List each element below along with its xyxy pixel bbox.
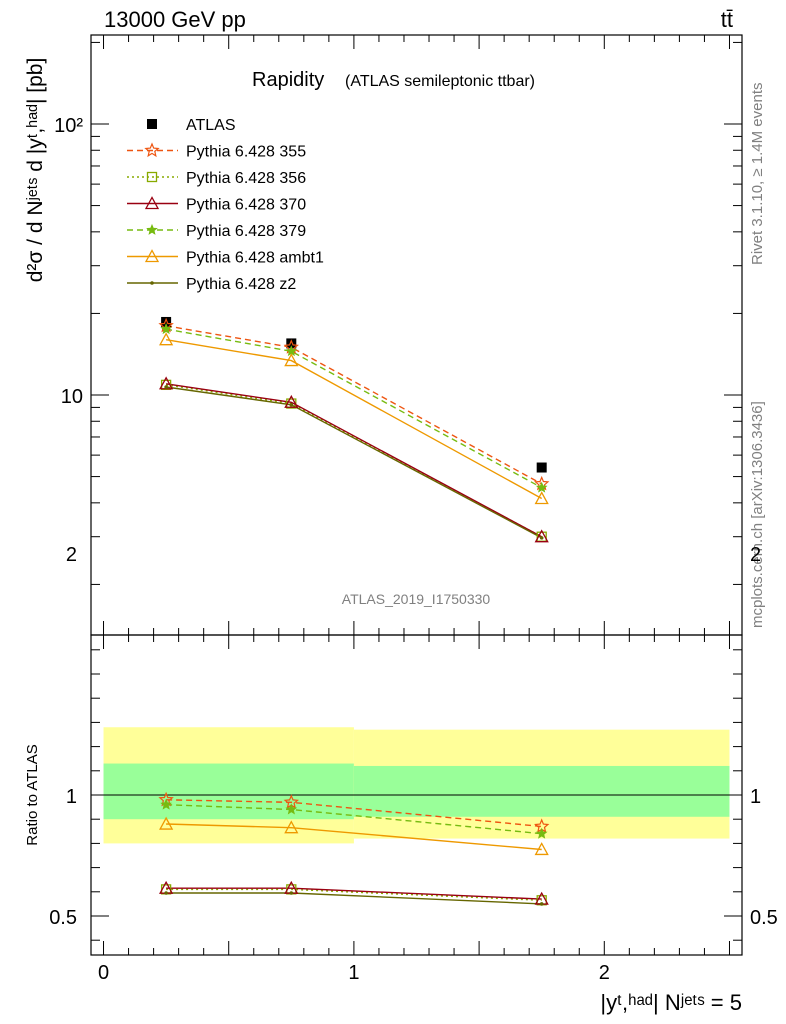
- ratio-point-5-2: [539, 902, 544, 906]
- chart-subtitle: (ATLAS semileptonic ttbar): [345, 73, 535, 90]
- ratio-y-ticks: 0.5 0.5 1 1 2 2: [49, 544, 778, 941]
- main-x-ticks: [103, 35, 730, 635]
- legend: ATLAS Pythia 6.428 355 Pythia 6.428 356 Pyt…: [127, 117, 324, 293]
- ratio-point-4-0: [159, 816, 174, 830]
- ratio-point-4-2: [534, 842, 549, 856]
- main-plot-panel: 10 10² Rapidity (ATLAS semileptonic ttbar…: [24, 34, 743, 636]
- ratio-line-2: [166, 887, 542, 900]
- x-tick-label: 0: [98, 962, 109, 984]
- series-line-3: [165, 383, 543, 538]
- analysis-watermark: ATLAS_2019_I1750330: [342, 591, 491, 607]
- ratio-y-axis-label: Ratio to ATLAS: [24, 744, 41, 845]
- ratio-line-0: [166, 799, 542, 828]
- ratio-line-4: [166, 823, 542, 851]
- energy-label: 13000 GeV pp: [104, 7, 246, 32]
- ratio-y-tick-label-right: 1: [750, 786, 761, 808]
- data-point-5-2: [534, 491, 549, 505]
- series-line-2: [165, 384, 543, 538]
- series-line-1: [165, 325, 543, 485]
- ratio-y-tick-label-right: 0.5: [750, 907, 778, 929]
- legend-entry-label: Pythia 6.428 355: [186, 144, 306, 161]
- legend-entry-label: ATLAS: [186, 117, 236, 134]
- series-line-4: [165, 328, 543, 489]
- legend-marker: [144, 196, 160, 210]
- main-y-ticks: 10 10²: [54, 41, 742, 585]
- data-point-0-0: [161, 316, 172, 327]
- ratio-y-tick-label-left: 0.5: [49, 907, 77, 929]
- main-y-axis-label: d²σ / d Nʲᵉᵗˢ d |yᵗ,ʰᵃᵈ| [pb]: [24, 58, 47, 283]
- source-label: mcplots.cern.ch [arXiv:1306.3436]: [749, 401, 766, 628]
- ratio-point-3-1: [285, 803, 298, 815]
- data-point-4-0: [160, 323, 172, 335]
- main-series-markers: [158, 316, 550, 543]
- x-axis-label: |yᵗ,ʰᵃᵈ| Nʲᵉᵗˢ = 5: [600, 990, 742, 1015]
- legend-entry-label: Pythia 6.428 ambt1: [186, 250, 324, 267]
- data-point-6-1: [289, 403, 294, 407]
- legend-entry-label: Pythia 6.428 379: [186, 223, 306, 240]
- ratio-point-5-1: [289, 891, 294, 895]
- inner-uncertainty-band-0: [103, 763, 354, 820]
- series-line-5: [165, 339, 543, 500]
- ratio-point-4-1: [284, 820, 299, 834]
- rivet-version-label: Rivet 3.1.10, ≥ 1.4M events: [749, 83, 766, 266]
- data-point-5-1: [284, 353, 299, 367]
- ratio-point-5-0: [164, 891, 168, 895]
- main-series-lines: [165, 325, 543, 539]
- legend-marker: [150, 281, 154, 285]
- data-point-3-1: [284, 394, 299, 408]
- legend-marker: [146, 171, 158, 183]
- data-point-0-1: [286, 338, 297, 349]
- ratio-series-markers: [158, 791, 550, 906]
- legend-entry-label: Pythia 6.428 z2: [186, 276, 296, 293]
- ratio-plot-panel: 0.5 0.5 1 1 2 2 0 1 2 Ratio to ATLAS |yᵗ,ʰᵃᵈ| N…: [24, 544, 778, 1015]
- inner-uncertainty-band-1: [353, 765, 730, 817]
- data-point-5-0: [159, 332, 174, 346]
- data-point-6-2: [539, 536, 544, 540]
- ratio-x-ticks: 0 1 2: [98, 635, 730, 984]
- x-tick-label: 2: [599, 962, 610, 984]
- ratio-line-1: [166, 888, 542, 901]
- data-point-3-2: [534, 529, 549, 543]
- data-point-4-2: [535, 481, 548, 493]
- series-line-6: [166, 386, 543, 539]
- data-point-0-2: [536, 462, 547, 473]
- legend-marker: [146, 223, 158, 235]
- uncertainty-bands: [103, 727, 730, 844]
- legend-entry-label: Pythia 6.428 356: [186, 170, 306, 187]
- legend-marker: [147, 119, 157, 129]
- ratio-point-3-0: [160, 798, 172, 810]
- legend-entry-label: Pythia 6.428 370: [186, 197, 306, 214]
- main-y-tick-label: 10²: [54, 115, 83, 137]
- ratio-line-5: [166, 892, 542, 905]
- chart-title: Rapidity: [252, 69, 324, 91]
- ratio-point-3-2: [535, 827, 548, 839]
- legend-marker: [144, 142, 160, 158]
- process-label: tt̄: [721, 7, 733, 32]
- x-tick-label: 1: [348, 962, 359, 984]
- ratio-y-tick-label-left: 1: [66, 786, 77, 808]
- ratio-y-tick-label-left: 2: [66, 544, 77, 566]
- data-point-6-0: [164, 385, 168, 389]
- main-y-tick-label: 10: [61, 386, 83, 408]
- legend-marker: [144, 249, 160, 263]
- ratio-y-tick-label-right: 2: [750, 544, 761, 566]
